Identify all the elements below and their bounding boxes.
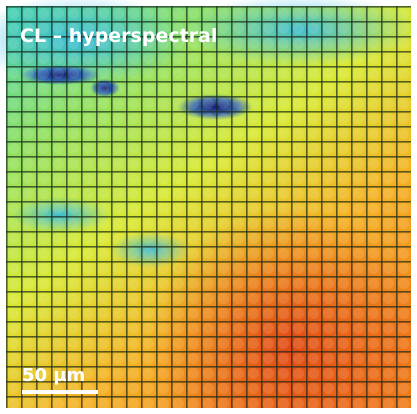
scale-bar — [22, 390, 98, 394]
image-label: CL – hyperspectral — [20, 25, 217, 47]
scale-bar-label: 50 µm — [22, 365, 85, 386]
page: CL – hyperspectral 50 µm (() => { const … — [0, 0, 417, 414]
micrograph: CL – hyperspectral 50 µm — [0, 0, 417, 414]
image-grid — [6, 6, 411, 408]
